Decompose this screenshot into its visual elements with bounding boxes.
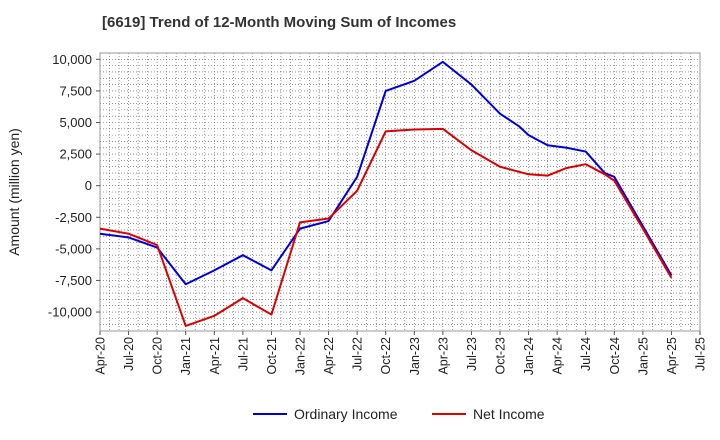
x-tick-label: Jul-23 bbox=[465, 337, 479, 371]
y-tick-label: -7,500 bbox=[55, 273, 92, 288]
x-tick-label: Jan-21 bbox=[179, 337, 193, 375]
series-line-ordinary-income bbox=[99, 60, 673, 286]
x-tick-label: Jul-22 bbox=[351, 337, 365, 371]
x-tick-label: Jul-25 bbox=[694, 337, 708, 371]
x-tick-label: Jan-23 bbox=[408, 337, 422, 375]
x-tick-label: Apr-23 bbox=[436, 337, 450, 375]
grid-layer bbox=[99, 52, 701, 332]
y-tick-label: 2,500 bbox=[59, 147, 92, 162]
legend-label: Net Income bbox=[473, 406, 545, 422]
y-tick-label: -10,000 bbox=[48, 305, 92, 320]
plot-frame bbox=[99, 52, 701, 332]
y-tick-label: 7,500 bbox=[59, 83, 92, 98]
x-tick-label: Apr-21 bbox=[208, 337, 222, 375]
x-tick-label: Jul-21 bbox=[236, 337, 250, 371]
y-axis-label: Amount (million yen) bbox=[6, 128, 22, 256]
x-tick-label: Jul-20 bbox=[122, 337, 136, 371]
x-tick-label: Jul-24 bbox=[579, 337, 593, 371]
y-tick-label: -5,000 bbox=[55, 241, 92, 256]
x-tick-label: Oct-22 bbox=[379, 337, 393, 375]
legend: Ordinary Income Net Income bbox=[253, 406, 545, 422]
axis-layer: 10,000 7,500 5,000 2,500 0 -2,500 -5,000 -7,500… bbox=[6, 52, 708, 375]
x-tick-label: Apr-24 bbox=[551, 337, 565, 375]
y-tick-label: 10,000 bbox=[52, 52, 92, 67]
y-tick-label: 5,000 bbox=[59, 115, 92, 130]
series-layer bbox=[99, 60, 673, 327]
y-tick-label: 0 bbox=[85, 178, 92, 193]
x-tick-label: Apr-20 bbox=[94, 337, 108, 375]
x-tick-label: Oct-23 bbox=[494, 337, 508, 375]
series-line-net-income bbox=[99, 127, 673, 327]
legend-label: Ordinary Income bbox=[294, 406, 398, 422]
x-tick-label: Apr-25 bbox=[665, 337, 679, 375]
x-tick-label: Apr-22 bbox=[322, 337, 336, 375]
x-tick-label: Jan-25 bbox=[636, 337, 650, 375]
x-tick-label: Oct-21 bbox=[265, 337, 279, 375]
y-tick-label: -2,500 bbox=[55, 210, 92, 225]
x-tick-label: Oct-24 bbox=[608, 337, 622, 375]
x-tick-label: Jan-24 bbox=[522, 337, 536, 375]
chart-title: [6619] Trend of 12-Month Moving Sum of I… bbox=[102, 14, 457, 31]
x-tick-label: Jan-22 bbox=[294, 337, 308, 375]
x-tick-label: Oct-20 bbox=[151, 337, 165, 375]
